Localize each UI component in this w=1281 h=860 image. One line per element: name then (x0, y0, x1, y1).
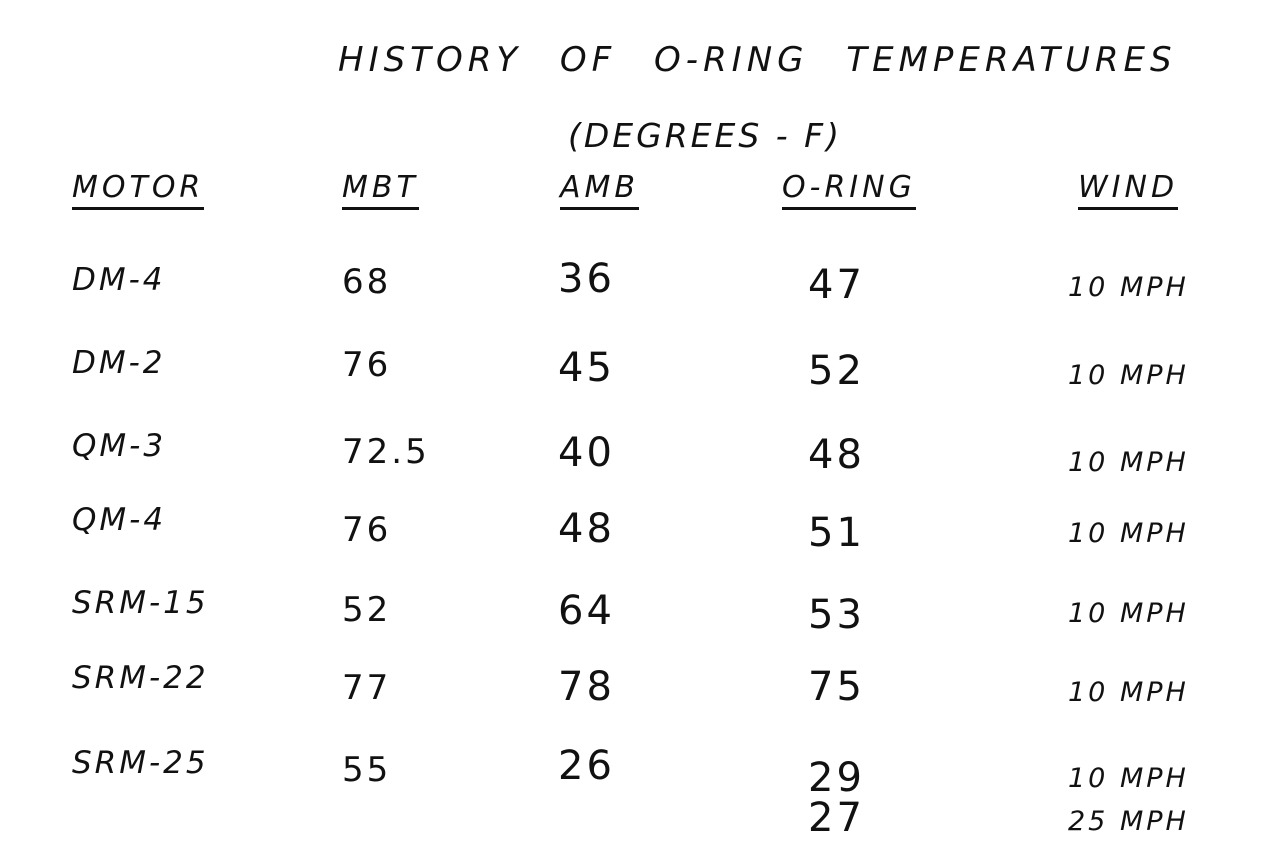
table-cell-oring: 51 (808, 510, 865, 556)
table-cell-amb: 26 (558, 743, 615, 789)
table-cell-oring: 47 (808, 262, 865, 308)
table-cell-oring: 29 (808, 755, 865, 801)
table-cell-wind: 10 MPH (1068, 598, 1189, 629)
table-cell-motor: QM-3 (72, 428, 167, 464)
header-mbt: MBT (342, 170, 419, 210)
table-cell-mbt: 76 (342, 345, 392, 385)
table-cell-motor: DM-2 (72, 345, 166, 381)
table-cell-oring: 27 (808, 795, 865, 841)
table-cell-wind: 10 MPH (1068, 360, 1189, 391)
table-cell-motor: DM-4 (72, 262, 166, 298)
header-oring: O-RING (782, 170, 916, 210)
table-cell-oring: 52 (808, 348, 865, 394)
table-cell-oring: 48 (808, 432, 865, 478)
table-cell-wind: 10 MPH (1068, 518, 1189, 549)
table-cell-mbt: 72.5 (342, 432, 430, 472)
table-cell-wind: 10 MPH (1068, 272, 1189, 303)
table-cell-motor: SRM-25 (72, 745, 209, 781)
table-cell-amb: 78 (558, 664, 615, 710)
table-cell-wind: 10 MPH (1068, 677, 1189, 708)
header-motor: MOTOR (72, 170, 205, 210)
table-cell-amb: 64 (558, 588, 615, 634)
document-title: HISTORY OF O-RING TEMPERATURES (338, 40, 1177, 80)
table-cell-amb: 40 (558, 430, 615, 476)
table-cell-mbt: 68 (342, 262, 392, 302)
table-cell-mbt: 77 (342, 668, 392, 708)
table-cell-motor: QM-4 (72, 502, 167, 538)
document-subtitle: (DEGREES - F) (568, 116, 843, 155)
table-cell-wind: 10 MPH (1068, 447, 1189, 478)
header-amb: AMB (560, 170, 639, 210)
table-cell-wind: 25 MPH (1068, 806, 1189, 837)
table-cell-mbt: 52 (342, 590, 392, 630)
table-cell-amb: 36 (558, 256, 615, 302)
header-wind: WIND (1078, 170, 1179, 210)
table-cell-oring: 53 (808, 592, 865, 638)
table-cell-amb: 48 (558, 506, 615, 552)
table-cell-wind: 10 MPH (1068, 763, 1189, 794)
table-cell-oring: 75 (808, 664, 865, 710)
table-cell-mbt: 76 (342, 510, 392, 550)
table-cell-amb: 45 (558, 345, 615, 391)
table-cell-motor: SRM-22 (72, 660, 209, 696)
table-cell-mbt: 55 (342, 750, 392, 790)
table-cell-motor: SRM-15 (72, 585, 209, 621)
